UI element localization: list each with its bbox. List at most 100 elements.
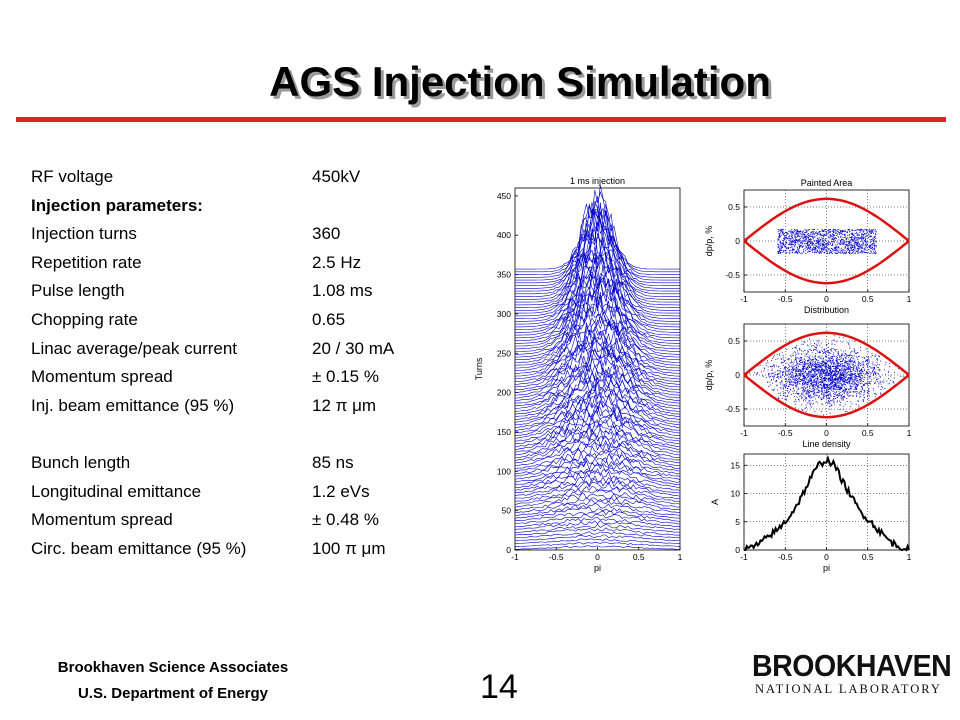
particle xyxy=(814,389,816,391)
particle xyxy=(791,243,793,245)
particle xyxy=(835,360,837,361)
particle xyxy=(783,233,785,235)
particle xyxy=(803,245,805,247)
particle xyxy=(811,378,812,380)
particle xyxy=(805,369,807,370)
particle xyxy=(849,385,851,387)
particle xyxy=(824,387,825,389)
particle xyxy=(793,378,795,380)
particle xyxy=(815,243,817,244)
particle xyxy=(791,238,793,240)
particle xyxy=(789,242,791,244)
particle xyxy=(801,233,802,235)
particle xyxy=(839,248,841,250)
particle xyxy=(808,244,809,246)
particle xyxy=(834,394,836,396)
particle xyxy=(847,238,849,240)
particle xyxy=(859,246,861,247)
particle xyxy=(787,248,789,249)
particle xyxy=(821,370,823,372)
particle xyxy=(795,239,796,241)
particle xyxy=(809,241,811,243)
particle xyxy=(836,397,838,399)
particle xyxy=(846,245,847,247)
particle xyxy=(810,238,811,240)
particle xyxy=(852,232,854,234)
particle xyxy=(861,250,863,252)
particle xyxy=(859,229,861,231)
particle xyxy=(847,364,849,366)
particle xyxy=(788,384,790,386)
particle xyxy=(861,233,862,235)
particle xyxy=(784,246,786,248)
particle xyxy=(851,375,853,377)
particle xyxy=(815,365,817,366)
particle xyxy=(821,369,823,371)
particle xyxy=(784,384,785,386)
particle xyxy=(853,250,855,251)
particle xyxy=(782,391,784,393)
particle xyxy=(770,366,771,367)
particle xyxy=(812,375,814,377)
particle xyxy=(785,384,787,386)
particle xyxy=(818,369,820,370)
turn-trace xyxy=(514,450,681,475)
particle xyxy=(870,235,872,237)
particle xyxy=(829,375,831,377)
particle xyxy=(852,245,854,246)
particle xyxy=(817,376,818,377)
particle xyxy=(803,378,805,380)
particle xyxy=(833,384,835,385)
particle xyxy=(843,375,845,377)
particle xyxy=(813,370,815,372)
particle xyxy=(810,371,812,373)
particle xyxy=(853,367,855,369)
particle xyxy=(796,233,798,234)
particle xyxy=(791,381,793,383)
particle xyxy=(858,234,860,236)
particle xyxy=(811,368,813,370)
particle xyxy=(837,367,839,369)
particle xyxy=(856,231,858,233)
particle xyxy=(824,362,825,364)
particle xyxy=(780,243,781,245)
particle xyxy=(834,388,836,390)
particle xyxy=(830,387,832,389)
particle xyxy=(832,251,834,253)
particle xyxy=(832,244,833,245)
particle xyxy=(834,366,836,368)
particle xyxy=(844,380,846,382)
particle xyxy=(870,248,872,249)
particle xyxy=(803,359,805,361)
particle xyxy=(844,374,846,375)
particle xyxy=(835,385,837,387)
particle xyxy=(871,246,873,248)
particle xyxy=(763,370,765,372)
particle xyxy=(860,252,862,254)
particle xyxy=(823,395,825,397)
particle xyxy=(816,382,817,384)
particle xyxy=(799,245,801,246)
particle xyxy=(830,350,832,352)
particle xyxy=(833,231,835,233)
particle xyxy=(879,380,881,382)
particle xyxy=(825,372,827,374)
particle xyxy=(840,370,842,372)
particle xyxy=(816,344,818,346)
particle xyxy=(818,243,820,245)
particle xyxy=(821,387,823,389)
footer-line2: U.S. Department of Energy xyxy=(77,685,269,702)
particle xyxy=(838,356,840,358)
particle xyxy=(840,383,842,385)
particle xyxy=(870,372,872,374)
particle xyxy=(782,364,784,366)
turn-trace xyxy=(515,330,681,382)
particle xyxy=(847,232,848,234)
particle xyxy=(812,229,813,230)
particle xyxy=(840,383,842,385)
particle xyxy=(843,399,844,401)
particle xyxy=(790,369,792,371)
particle xyxy=(863,243,865,245)
param-label: Injection parameters: xyxy=(31,195,203,215)
particle xyxy=(795,380,797,381)
